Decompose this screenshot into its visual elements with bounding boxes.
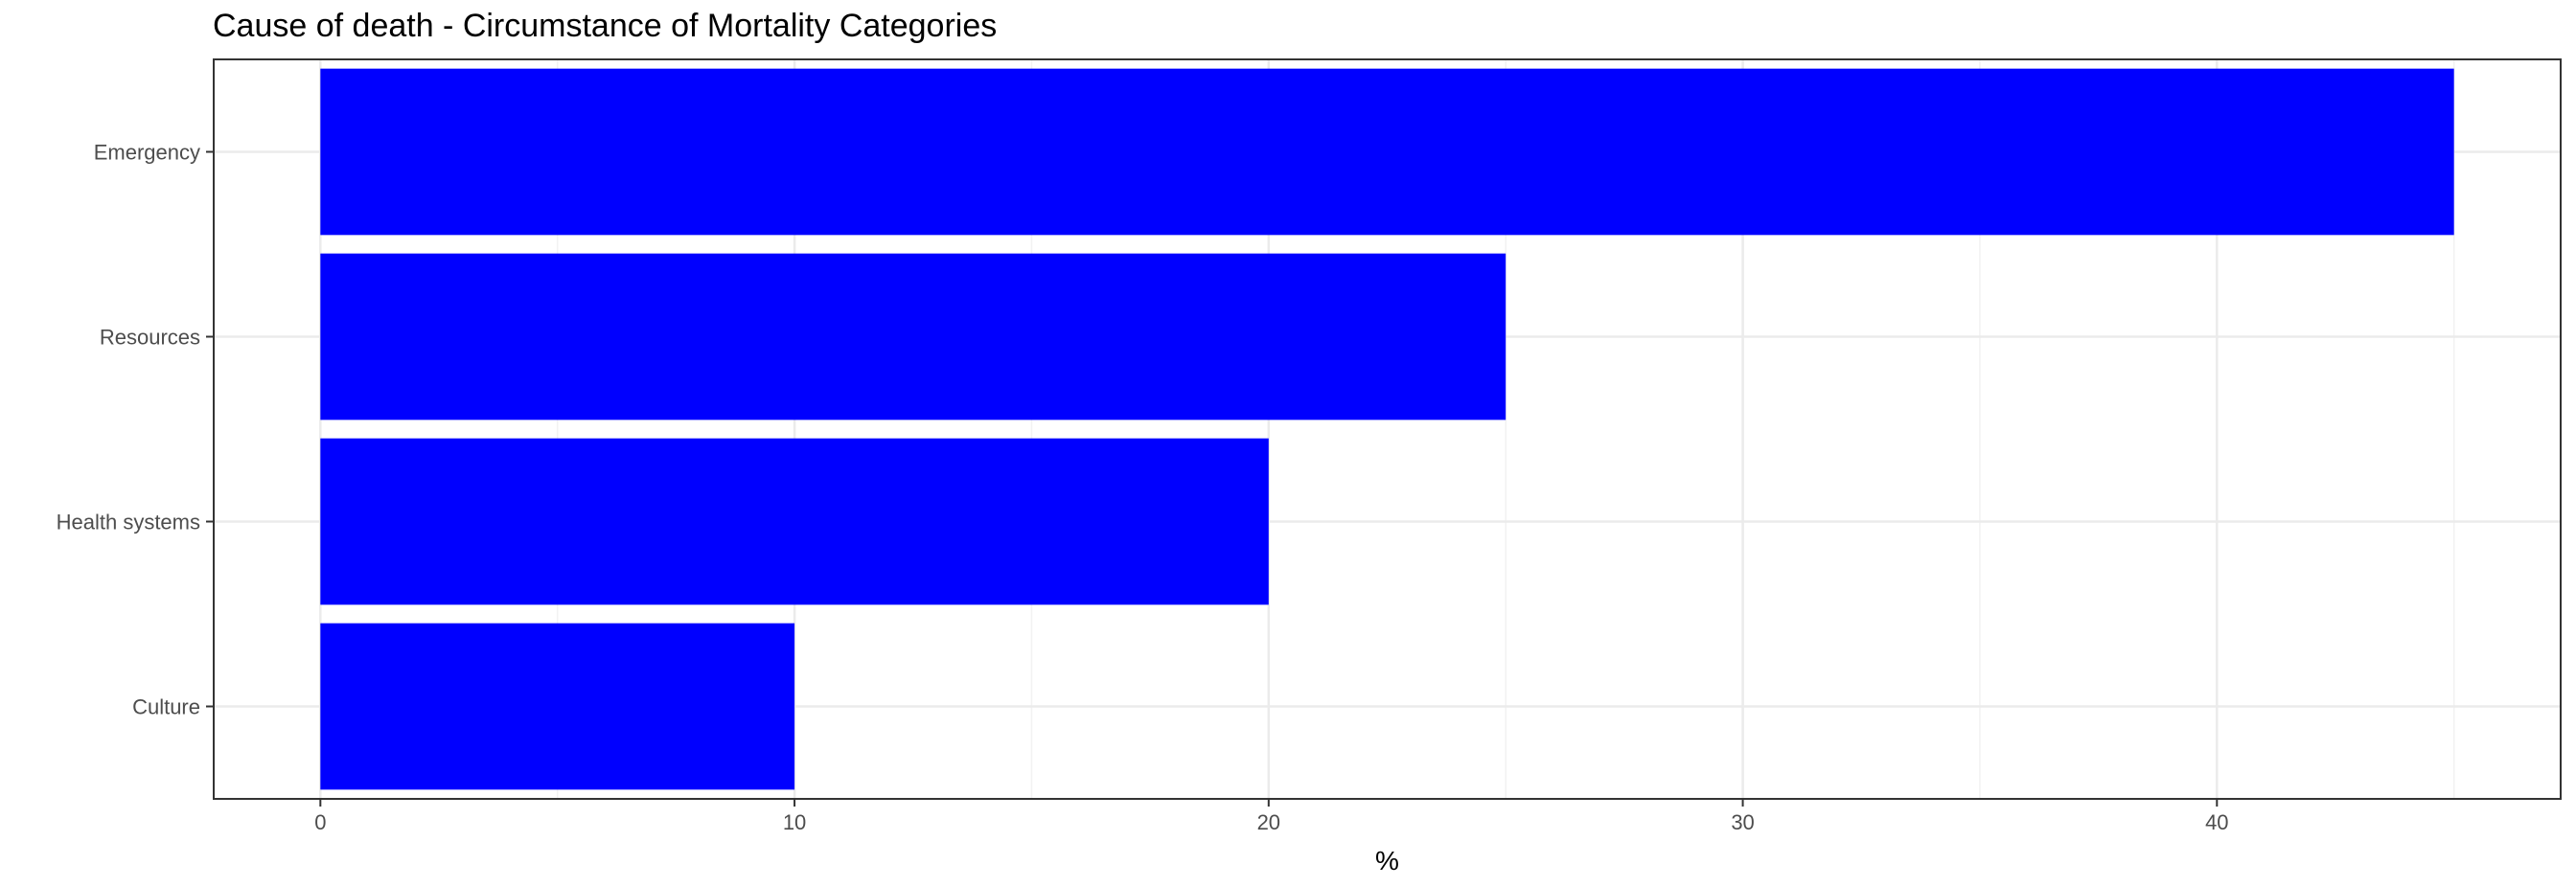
bar-resources bbox=[320, 253, 1506, 421]
y-tick-label: Emergency bbox=[94, 141, 200, 165]
chart-title: Cause of death - Circumstance of Mortali… bbox=[213, 8, 997, 44]
x-tick-label: 0 bbox=[314, 810, 326, 834]
y-tick-label: Culture bbox=[132, 695, 200, 719]
x-axis-title: % bbox=[1375, 846, 1399, 876]
y-axis: Emergency Resources Health systems Culture bbox=[57, 141, 214, 719]
bar-health-systems bbox=[320, 438, 1269, 605]
y-tick-label: Resources bbox=[100, 326, 200, 350]
y-tick-label: Health systems bbox=[57, 511, 200, 534]
x-axis: 0 10 20 30 40 bbox=[314, 799, 2229, 834]
x-tick-label: 30 bbox=[1731, 810, 1754, 834]
x-tick-label: 20 bbox=[1257, 810, 1280, 834]
bar-culture bbox=[320, 623, 795, 790]
bar-series bbox=[320, 68, 2454, 790]
bar-emergency bbox=[320, 68, 2454, 236]
x-tick-label: 10 bbox=[783, 810, 806, 834]
x-tick-label: 40 bbox=[2205, 810, 2228, 834]
panel-border bbox=[213, 58, 2562, 800]
